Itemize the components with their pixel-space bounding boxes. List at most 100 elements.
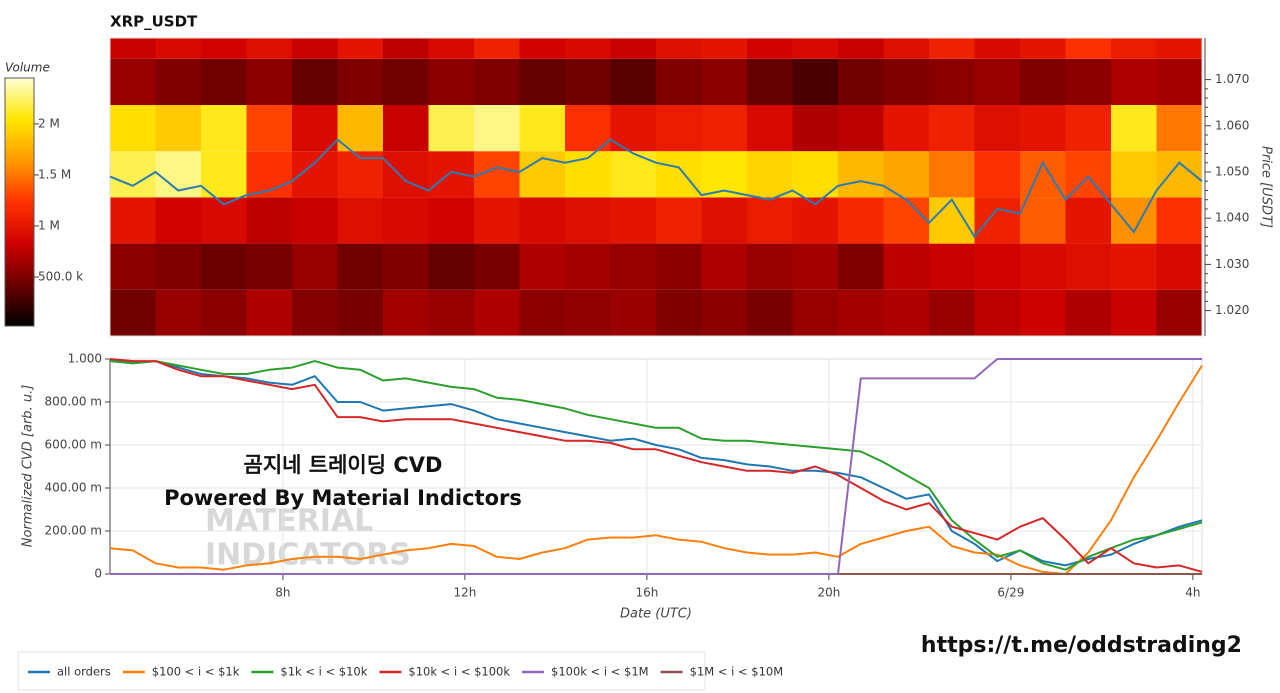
heatmap-cell	[155, 38, 202, 59]
heatmap-cell	[1065, 104, 1112, 152]
heatmap-cell	[656, 197, 702, 244]
x-tick-label: 20h	[817, 586, 840, 600]
heatmap-cell	[929, 289, 975, 336]
heatmap-cell	[883, 104, 930, 152]
heatmap-cell	[292, 243, 338, 290]
series-line	[109, 364, 1203, 575]
heatmap-cell	[974, 38, 1021, 59]
heatmap-cell	[838, 243, 884, 290]
heatmap-cell	[838, 289, 884, 336]
heatmap-cell	[201, 104, 247, 152]
heatmap-cell	[1111, 58, 1157, 105]
heatmap-cell	[974, 243, 1021, 290]
heatmap-cell	[474, 38, 520, 59]
heatmap-cell	[974, 151, 1021, 198]
heatmap-cell	[747, 104, 793, 152]
heatmap-cell	[1065, 243, 1112, 290]
heatmap-cell	[383, 58, 429, 105]
heatmap-cell	[1156, 151, 1203, 198]
heatmap-cell	[929, 243, 975, 290]
heatmap-cell	[337, 104, 384, 152]
y-tick-label: 1.000	[68, 352, 102, 366]
heatmap-cell	[1020, 58, 1066, 105]
heatmap-cell	[383, 243, 429, 290]
y-tick-label: 1.020	[1215, 303, 1249, 317]
heatmap-cell	[474, 289, 520, 336]
heatmap-cell	[1111, 289, 1157, 336]
heatmap-cell	[1020, 38, 1066, 59]
heatmap-cell	[110, 38, 156, 59]
heatmap-cell	[1156, 289, 1203, 336]
heatmap-cell	[292, 58, 338, 105]
heatmap-cell	[883, 197, 930, 244]
series-line	[109, 360, 1203, 571]
legend-label: $1M < i < $10M	[690, 665, 784, 679]
heatmap-cell	[747, 197, 793, 244]
heatmap-cell	[1156, 197, 1203, 244]
y-axis-title: Price [USDT]	[1259, 146, 1274, 228]
heatmap-cell	[474, 197, 520, 244]
heatmap-cell	[838, 104, 884, 152]
heatmap-cell	[110, 243, 156, 290]
colorbar-tick-label: 500.0 k	[38, 270, 83, 284]
y-tick-label: 400.00 m	[45, 481, 103, 495]
heatmap-cell	[792, 104, 839, 152]
y-tick-label: 1.040	[1215, 211, 1249, 225]
legend-label: $100k < i < $1M	[551, 665, 649, 679]
heatmap-cell	[201, 151, 247, 198]
heatmap-cell	[383, 289, 429, 336]
heatmap-cell	[1065, 197, 1112, 244]
series-line	[110, 358, 1202, 575]
heatmap-cell	[246, 38, 293, 59]
heatmap-cell	[747, 243, 793, 290]
heatmap-cell	[747, 58, 793, 105]
heatmap-cell	[519, 58, 566, 105]
heatmap-cell	[701, 197, 748, 244]
y-tick-label: 200.00 m	[45, 524, 103, 538]
heatmap-cell	[792, 151, 839, 198]
heatmap-cell	[656, 289, 702, 336]
heatmap-cell	[610, 58, 657, 105]
heatmap-cell	[110, 58, 156, 105]
heatmap-cell	[929, 151, 975, 198]
heatmap-cell	[155, 243, 202, 290]
heatmap-cell	[974, 104, 1021, 152]
heatmap-cell	[337, 38, 384, 59]
heatmap-cell	[883, 243, 930, 290]
colorbar-title: Volume	[5, 61, 50, 75]
heatmap-cell	[337, 197, 384, 244]
y-tick-label: 1.070	[1215, 72, 1249, 86]
heatmap-cell	[747, 289, 793, 336]
heatmap-cell	[519, 197, 566, 244]
heatmap-cell	[1111, 243, 1157, 290]
heatmap-cell	[565, 243, 611, 290]
heatmap-cell	[383, 151, 429, 198]
x-tick-label: 4h	[1185, 586, 1200, 600]
heatmap-cell	[1065, 289, 1112, 336]
heatmap-cell	[656, 243, 702, 290]
colorbar	[4, 77, 35, 327]
heatmap-cell	[474, 58, 520, 105]
heatmap-cell	[792, 58, 839, 105]
heatmap-cell	[565, 104, 611, 152]
heatmap-cell	[1111, 151, 1157, 198]
heatmap-cell	[428, 243, 475, 290]
heatmap-cell	[610, 151, 657, 198]
x-tick-label: 6/29	[997, 586, 1024, 600]
heatmap-cell	[337, 243, 384, 290]
heatmap-cell	[110, 151, 156, 198]
heatmap-cell	[1065, 38, 1112, 59]
heatmap-cell	[1020, 197, 1066, 244]
heatmap-cell	[701, 104, 748, 152]
heatmap-cell	[565, 58, 611, 105]
y-tick-label: 1.030	[1215, 257, 1249, 271]
heatmap-cell	[656, 58, 702, 105]
heatmap-cell	[292, 197, 338, 244]
heatmap-cell	[792, 289, 839, 336]
heatmap-cell	[428, 38, 475, 59]
y-tick-label: 800.00 m	[45, 395, 103, 409]
watermark: MATERIAL	[205, 504, 373, 539]
heatmap-cell	[383, 197, 429, 244]
heatmap-cell	[246, 104, 293, 152]
